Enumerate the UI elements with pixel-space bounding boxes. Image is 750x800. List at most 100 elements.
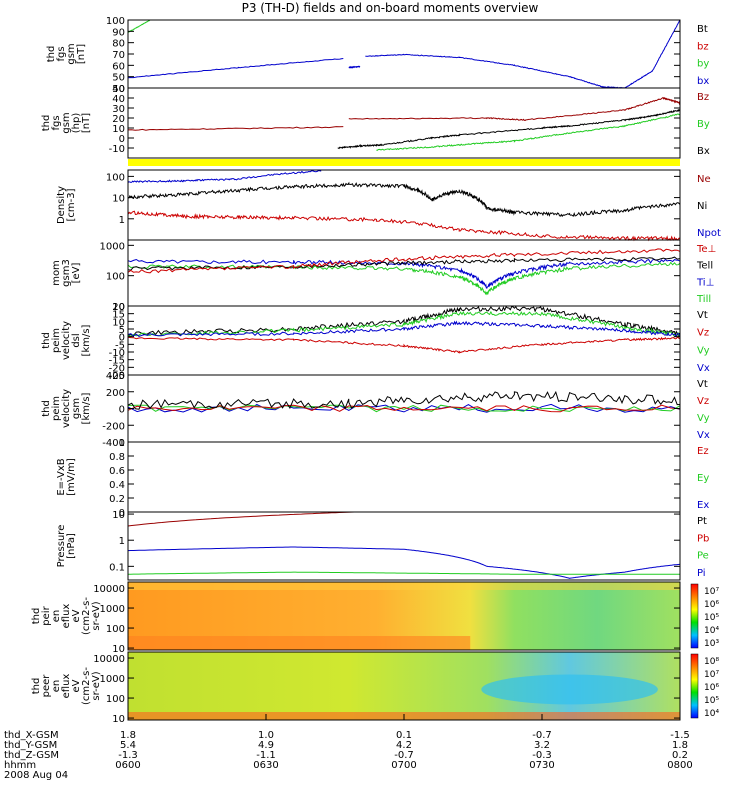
- spectrogram-cold-region: [481, 674, 658, 705]
- y-tick-label: 30: [112, 104, 125, 115]
- panel-3: 100 10 1 Density [cm-3] Ne Ni Npot: [56, 169, 721, 242]
- legend-label: Npot: [697, 228, 721, 239]
- spectrogram-low-energy: [128, 636, 471, 650]
- y-label-line: E=-VxB: [56, 458, 67, 495]
- legend-label: Pt: [697, 516, 707, 527]
- y-label-line: eV: [71, 609, 82, 622]
- x-row-value: 5.4: [120, 740, 136, 751]
- y-label-line: velocity: [61, 321, 72, 360]
- x-row-label: thd_Y-GSM: [4, 740, 57, 751]
- series-line: [348, 96, 681, 121]
- series-line: [127, 58, 344, 79]
- legend-label: By: [697, 119, 710, 130]
- legend-label: Ni: [697, 201, 707, 212]
- series-line: [127, 404, 681, 413]
- y-label-line: (cm2-s-: [81, 667, 92, 705]
- y-axis-label: thd peer en eflux eV (cm2-s-sr-eV): [31, 667, 102, 705]
- y-axis-label: E=-VxB [mV/m]: [56, 458, 77, 496]
- y-label-line: gsm: [71, 398, 82, 419]
- panel-6: 400 200 0 -200 -400 thd peim velocity gsm [km/s] V…: [41, 371, 710, 449]
- x-row-value: -1.5: [670, 730, 690, 741]
- x-row-value: 0600: [115, 760, 140, 771]
- y-tick-label: 60: [112, 61, 125, 72]
- y-axis-label: Pressure [nPa]: [56, 525, 77, 568]
- series-line: [376, 113, 681, 151]
- y-label-line: thd: [41, 332, 52, 349]
- y-tick-label: -10: [109, 348, 125, 359]
- y-label-line: en: [51, 610, 62, 623]
- panel-9: 10⁷ 10⁶ 10⁵ 10⁴ 10³ 10000 1000 100 10 thd peir en ef…: [31, 581, 719, 655]
- y-tick-label: 10: [112, 714, 125, 725]
- x-row-value: -0.7: [532, 730, 552, 741]
- colorbar-tick-label: 10⁷: [704, 670, 719, 680]
- y-tick-label: 40: [112, 94, 125, 105]
- y-tick-label: 20: [112, 302, 125, 313]
- y-axis-label: thd peir en eflux eV (cm2-s-sr-eV): [31, 597, 102, 635]
- series-line: [127, 210, 681, 242]
- y-axis-label: thd fgs gsm [nT]: [46, 43, 87, 64]
- x-row-value: -1.3: [118, 750, 138, 761]
- legend-label: Vy: [697, 413, 710, 424]
- y-tick-label: 100: [106, 624, 125, 635]
- y-tick-label: 10: [112, 644, 125, 655]
- x-row-value: 4.2: [396, 740, 412, 751]
- x-row-value: -1.1: [256, 750, 276, 761]
- series-line: [127, 511, 355, 527]
- y-label-line: [nT]: [81, 113, 92, 133]
- y-tick-label: 90: [112, 27, 125, 38]
- y-label-line: [nPa]: [66, 533, 77, 559]
- y-label-line: eflux: [61, 604, 72, 629]
- legend-label: Ex: [697, 500, 709, 511]
- y-label-line: fgs: [56, 46, 67, 61]
- y-tick-label: -25: [109, 371, 125, 382]
- y-tick-label: 100: [106, 16, 125, 27]
- series-line: [127, 248, 681, 274]
- y-label-line: dsl: [71, 333, 82, 347]
- x-axis-labels: thd_X-GSM 1.8 1.0 0.1 -0.7 -1.5 thd_Y-GSM 5.4 4.…: [4, 714, 693, 781]
- x-row-value: 4.9: [258, 740, 274, 751]
- y-tick-label: 0.4: [109, 480, 125, 491]
- series-line: [128, 571, 680, 575]
- spectrogram-high-energy: [128, 582, 680, 590]
- y-axis-label: Density [cm-3]: [56, 186, 77, 224]
- y-label-line: thd: [41, 400, 52, 417]
- y-label-line: eV: [71, 679, 82, 692]
- legend-label: bx: [697, 76, 709, 87]
- colorbar-tick-label: 10⁵: [704, 613, 719, 623]
- y-tick-label: 1000: [100, 241, 125, 252]
- legend-label: by: [697, 59, 709, 70]
- series-line: [128, 181, 681, 218]
- legend-label: Vz: [697, 328, 709, 339]
- series-line: [127, 320, 681, 337]
- x-row-value: 0700: [391, 760, 416, 771]
- y-tick-label: 1000: [100, 604, 125, 615]
- legend-label: Vt: [697, 310, 708, 321]
- series-line: [127, 261, 681, 296]
- legend-label: Ez: [697, 446, 709, 457]
- y-label-line: [mV/m]: [66, 458, 77, 496]
- colorbar-tick-label: 10⁶: [704, 683, 719, 693]
- y-label-line: [eV]: [71, 263, 82, 284]
- panel-frame: [127, 305, 681, 376]
- y-tick-label: 1: [119, 438, 125, 449]
- y-tick-label: 10: [112, 124, 125, 135]
- y-tick-label: 0.8: [109, 452, 125, 463]
- y-tick-label: 1: [119, 536, 125, 547]
- y-label-line: thd: [31, 678, 42, 695]
- series-line: [365, 19, 681, 89]
- legend-label: Till: [696, 294, 711, 305]
- y-tick-label: 0: [119, 333, 125, 344]
- legend-label: Ti⊥: [696, 277, 714, 288]
- colorbar-tick-label: 10⁸: [704, 657, 719, 667]
- y-label-line: [nT]: [76, 44, 87, 64]
- panel-10: 10⁸ 10⁷ 10⁶ 10⁵ 10⁴ 10000 1000 100 10 thd peer en ef…: [31, 651, 719, 725]
- y-axis-label: mom gsm3 [eV]: [51, 259, 82, 287]
- y-tick-label: 10: [112, 317, 125, 328]
- x-row-label: hhmm: [4, 760, 36, 771]
- x-row-value: -0.3: [532, 750, 552, 761]
- legend-label: bz: [697, 41, 709, 52]
- legend-label: Vy: [697, 345, 710, 356]
- y-tick-label: -20: [109, 363, 125, 374]
- legend-label: Pe: [697, 551, 709, 562]
